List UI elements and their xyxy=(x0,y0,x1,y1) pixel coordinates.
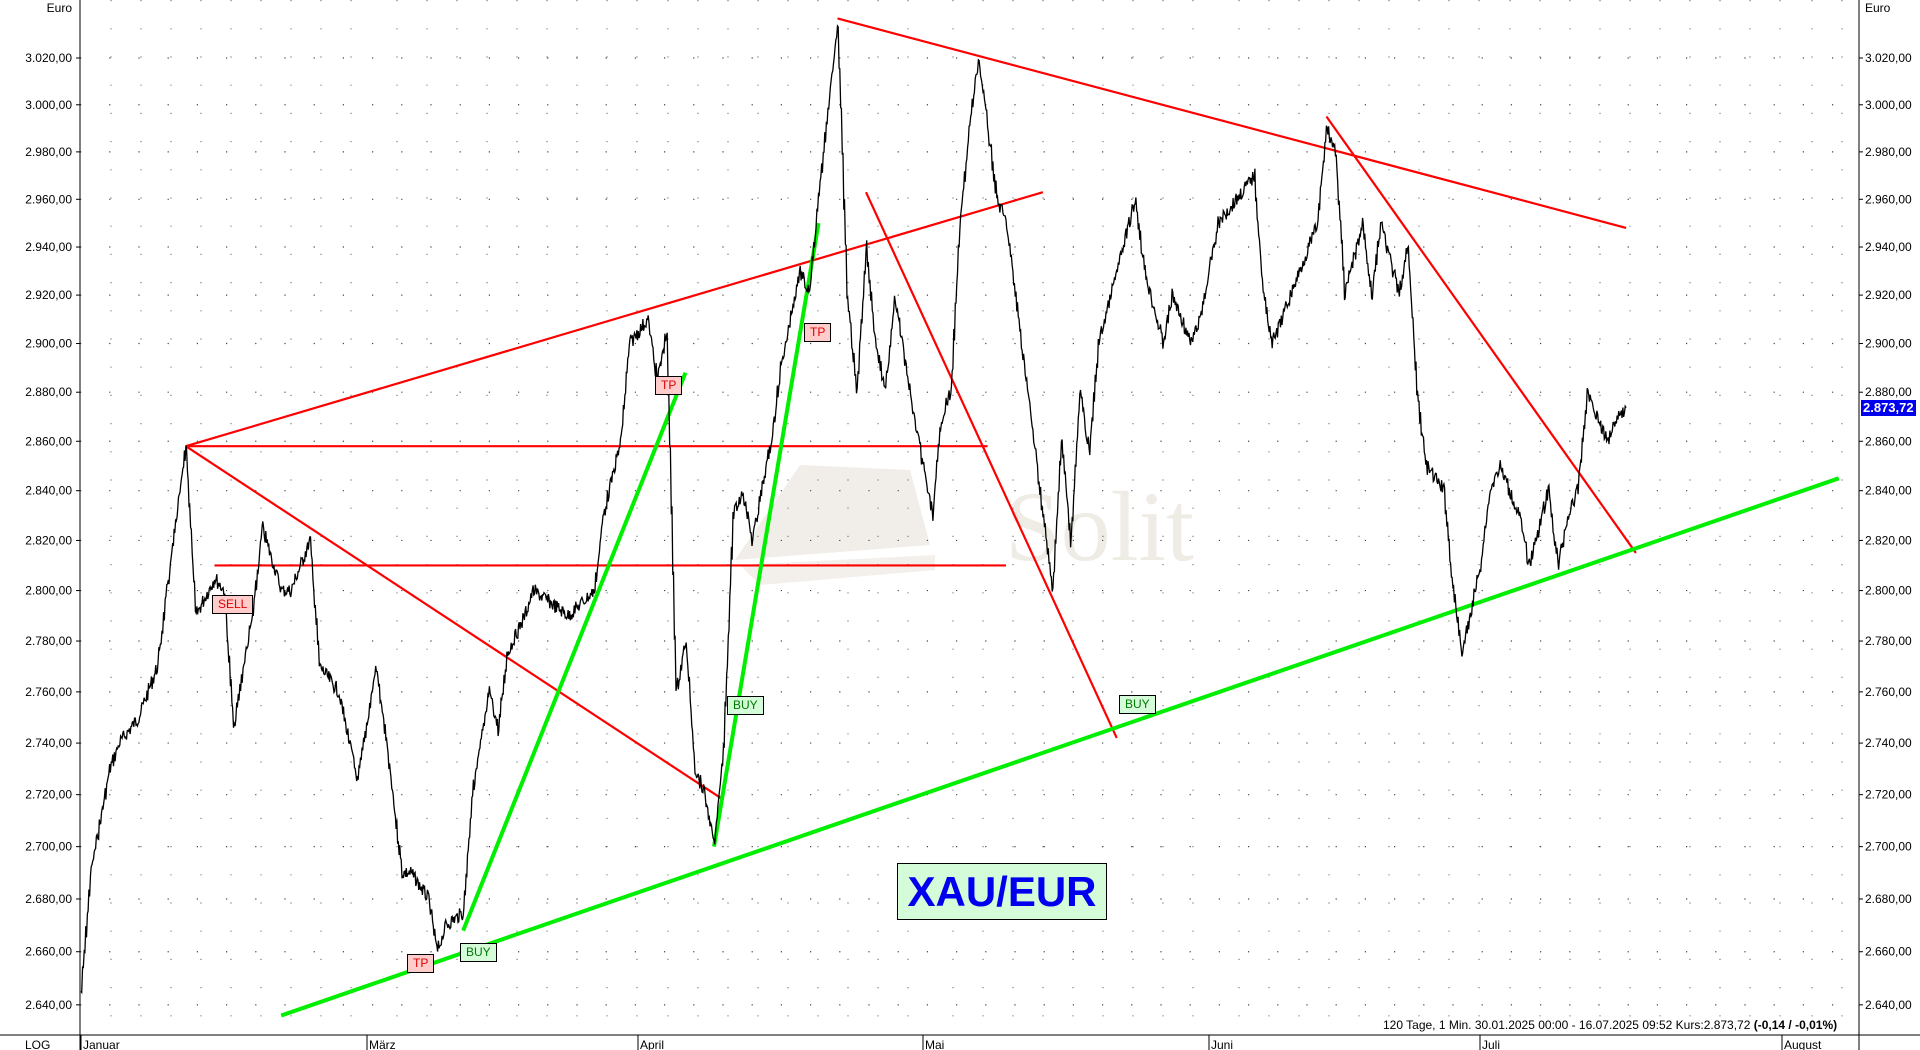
resistance-trendline xyxy=(185,445,725,801)
x-tick-label: August xyxy=(1784,1038,1822,1050)
y-tick-label-right: 2.980,00 xyxy=(1865,145,1912,159)
info-text: 120 Tage, 1 Min. 30.01.2025 00:00 - 16.0… xyxy=(1383,1018,1751,1032)
y-tick-label-left: 2.660,00 xyxy=(25,945,72,959)
y-tick-label-right: 2.640,00 xyxy=(1865,998,1912,1012)
y-tick-label-right: 2.740,00 xyxy=(1865,736,1912,750)
y-tick-label-right: 2.920,00 xyxy=(1865,288,1912,302)
resistance-trendline xyxy=(865,191,1118,739)
resistance-trendline xyxy=(185,191,1044,448)
y-tick-label-left: 3.020,00 xyxy=(25,51,72,65)
x-tick-label: Juni xyxy=(1211,1038,1233,1050)
y-tick-label-right: 2.680,00 xyxy=(1865,892,1912,906)
buy-signal: BUY xyxy=(727,696,764,715)
y-tick-label-left: 2.720,00 xyxy=(25,788,72,802)
tp-signal: TP xyxy=(407,954,435,973)
y-tick-label-left: 2.680,00 xyxy=(25,892,72,906)
buy-signal: BUY xyxy=(460,943,497,962)
x-tick-label: März xyxy=(369,1038,396,1050)
y-tick-label-left: 2.840,00 xyxy=(25,484,72,498)
y-tick-label-left: 2.740,00 xyxy=(25,736,72,750)
sell-signal: SELL xyxy=(212,595,254,614)
y-tick-label-left: 2.760,00 xyxy=(25,685,72,699)
y-tick-label-right: 2.940,00 xyxy=(1865,240,1912,254)
price-line xyxy=(80,24,1627,995)
y-tick-label-right: 2.820,00 xyxy=(1865,533,1912,547)
y-tick-label-left: 2.800,00 xyxy=(25,584,72,598)
y-tick-label-right: 2.840,00 xyxy=(1865,484,1912,498)
x-tick-label: April xyxy=(640,1038,664,1050)
y-unit-left: Euro xyxy=(47,1,73,15)
svg-text:Solit: Solit xyxy=(1005,471,1194,582)
price-change: (-0,14 / -0,01%) xyxy=(1753,1018,1838,1032)
y-tick-label-left: 2.820,00 xyxy=(25,533,72,547)
x-tick-label: Juli xyxy=(1482,1038,1500,1050)
y-tick-label-right: 2.700,00 xyxy=(1865,840,1912,854)
y-tick-label-left: 2.920,00 xyxy=(25,288,72,302)
y-tick-label-right: 2.960,00 xyxy=(1865,192,1912,206)
last-price-tag: 2.873,72 xyxy=(1861,399,1916,416)
y-tick-label-right: 3.020,00 xyxy=(1865,51,1912,65)
resistance-trendline xyxy=(837,17,1627,229)
y-tick-label-left: 2.980,00 xyxy=(25,145,72,159)
buy-signal: BUY xyxy=(1119,695,1156,714)
tp-signal: TP xyxy=(655,376,683,395)
x-tick-label: Mai xyxy=(925,1038,944,1050)
y-tick-label-right: 2.880,00 xyxy=(1865,385,1912,399)
y-tick-label-left: 2.640,00 xyxy=(25,998,72,1012)
y-tick-label-right: 2.860,00 xyxy=(1865,434,1912,448)
y-tick-label-right: 2.780,00 xyxy=(1865,634,1912,648)
y-tick-label-right: 3.000,00 xyxy=(1865,98,1912,112)
x-tick-label: Januar xyxy=(83,1038,120,1050)
y-tick-label-right: 2.900,00 xyxy=(1865,336,1912,350)
y-tick-label-left: 2.780,00 xyxy=(25,634,72,648)
y-tick-label-left: 2.900,00 xyxy=(25,336,72,350)
y-tick-label-right: 2.660,00 xyxy=(1865,945,1912,959)
y-tick-label-right: 2.800,00 xyxy=(1865,584,1912,598)
y-tick-label-right: 2.720,00 xyxy=(1865,788,1912,802)
support-trendline xyxy=(712,222,821,847)
resistance-trendline xyxy=(1325,115,1637,554)
y-unit-right: Euro xyxy=(1865,1,1891,15)
y-tick-label-left: 2.700,00 xyxy=(25,840,72,854)
y-tick-label-left: 2.940,00 xyxy=(25,240,72,254)
tp-signal: TP xyxy=(804,323,832,342)
solit-watermark: Solit xyxy=(735,465,1194,585)
support-trendline xyxy=(280,476,1840,1018)
y-tick-label-left: 2.960,00 xyxy=(25,192,72,206)
y-tick-label-right: 2.760,00 xyxy=(1865,685,1912,699)
support-trendline xyxy=(461,371,688,932)
chart-info: 120 Tage, 1 Min. 30.01.2025 00:00 - 16.0… xyxy=(1383,1018,1837,1032)
y-tick-label-left: 2.860,00 xyxy=(25,434,72,448)
chart-title: XAU/EUR xyxy=(897,863,1107,920)
y-tick-label-left: 2.880,00 xyxy=(25,385,72,399)
scale-label: LOG xyxy=(25,1038,50,1050)
y-tick-label-left: 3.000,00 xyxy=(25,98,72,112)
